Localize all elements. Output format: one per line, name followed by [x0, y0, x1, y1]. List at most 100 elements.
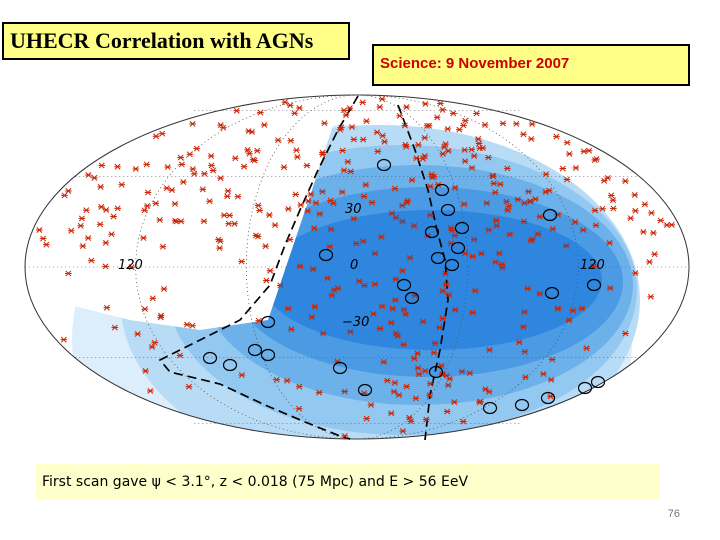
- agn-marker: [406, 254, 414, 261]
- agn-marker: [622, 178, 629, 185]
- agn-marker: [549, 226, 557, 232]
- grid-label-lat-plus30: 30: [345, 202, 362, 217]
- agn-marker: [475, 140, 483, 147]
- agn-marker: [118, 181, 126, 188]
- agn-marker: [199, 186, 207, 193]
- agn-marker: [542, 171, 550, 178]
- agn-marker: [114, 205, 121, 212]
- agn-marker: [280, 164, 288, 171]
- agn-marker: [631, 192, 639, 198]
- event-circle: [586, 278, 602, 292]
- agn-marker: [380, 359, 388, 365]
- agn-marker: [536, 290, 544, 297]
- agn-marker: [563, 242, 570, 249]
- agn-marker: [186, 151, 194, 158]
- agn-marker: [330, 287, 338, 293]
- agn-marker: [646, 258, 653, 265]
- agn-marker: [566, 150, 573, 157]
- agn-marker: [387, 410, 395, 417]
- agn-marker: [141, 306, 149, 313]
- agn-marker: [303, 162, 311, 169]
- event-circle: [247, 343, 263, 357]
- agn-marker: [383, 377, 391, 384]
- agn-marker: [379, 132, 386, 139]
- agn-marker: [578, 305, 586, 312]
- event-circle: [357, 383, 373, 397]
- agn-marker: [451, 306, 459, 313]
- agn-marker: [396, 112, 403, 119]
- agn-marker: [319, 188, 326, 195]
- grid-label-lat-zero: 0: [350, 258, 358, 273]
- agn-marker: [291, 110, 298, 117]
- agn-marker: [352, 240, 360, 247]
- agn-marker: [245, 128, 252, 134]
- agn-marker: [183, 321, 191, 328]
- agn-marker: [368, 199, 376, 206]
- agn-marker: [378, 96, 386, 103]
- agn-marker: [263, 277, 270, 284]
- agn-marker: [244, 146, 251, 153]
- agn-marker: [67, 227, 75, 234]
- agn-marker: [449, 110, 457, 117]
- agn-marker: [407, 418, 415, 425]
- agn-marker: [592, 222, 600, 229]
- agn-marker: [180, 179, 187, 185]
- grid-label-lon-right: 120: [580, 258, 605, 273]
- agn-marker: [177, 154, 184, 161]
- agn-marker: [459, 418, 467, 425]
- agn-marker: [579, 226, 587, 233]
- agn-marker: [257, 109, 264, 116]
- agn-marker: [350, 215, 358, 222]
- agn-marker: [307, 191, 315, 197]
- agn-marker: [341, 432, 349, 439]
- event-circle: [202, 351, 218, 365]
- agn-marker: [402, 141, 409, 148]
- agn-marker: [406, 414, 413, 421]
- agn-marker: [144, 189, 152, 196]
- agn-marker: [108, 231, 115, 238]
- agn-marker: [468, 164, 476, 171]
- agn-marker: [238, 372, 246, 379]
- agn-marker: [503, 198, 510, 205]
- agn-marker: [381, 138, 388, 145]
- agn-marker: [359, 238, 367, 245]
- agn-marker: [536, 213, 544, 220]
- agn-marker: [461, 117, 469, 124]
- uncovered-sky-region: [25, 95, 358, 330]
- field-of-view-boundary: [158, 95, 359, 440]
- agn-marker: [348, 124, 356, 130]
- coordinate-grid: [25, 94, 689, 440]
- agn-marker: [286, 102, 294, 109]
- agn-marker: [296, 263, 304, 270]
- agn-marker: [515, 339, 523, 346]
- agn-marker: [157, 312, 165, 319]
- agn-marker: [391, 379, 399, 386]
- agn-marker: [305, 198, 312, 204]
- agn-marker: [392, 330, 400, 337]
- agn-marker: [319, 149, 326, 156]
- agn-marker: [103, 304, 111, 311]
- agn-marker: [527, 135, 535, 142]
- agn-marker: [632, 207, 639, 214]
- agn-marker: [521, 308, 528, 315]
- agn-marker: [85, 172, 92, 178]
- agn-marker: [580, 148, 588, 155]
- agn-marker: [419, 155, 427, 162]
- agn-marker: [208, 162, 215, 169]
- agn-marker: [327, 226, 335, 233]
- agn-marker: [389, 305, 396, 312]
- agn-marker: [111, 324, 119, 331]
- agn-marker: [499, 120, 507, 127]
- event-circle: [482, 401, 498, 415]
- event-circle: [332, 361, 348, 375]
- agn-marker: [421, 367, 429, 374]
- agn-marker: [362, 181, 370, 188]
- agn-marker: [326, 243, 334, 250]
- agn-marker: [378, 303, 386, 310]
- agn-marker: [401, 122, 409, 129]
- agn-marker: [193, 145, 201, 152]
- agn-marker: [425, 122, 433, 129]
- event-circle: [542, 208, 558, 222]
- agn-marker: [486, 346, 493, 353]
- agn-marker: [447, 225, 455, 232]
